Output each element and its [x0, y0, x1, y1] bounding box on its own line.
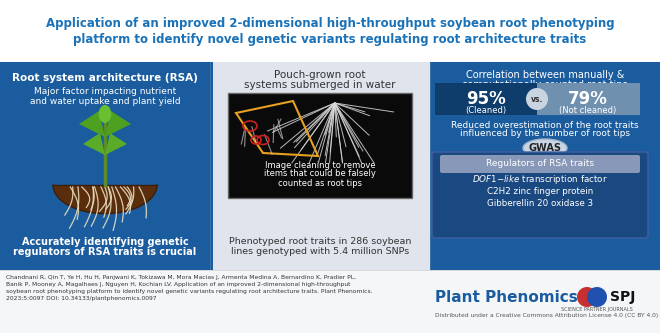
Text: Application of an improved 2-dimensional high-throughput soybean root phenotypin: Application of an improved 2-dimensional… [46, 17, 614, 30]
Ellipse shape [99, 105, 112, 123]
Text: Chandnani R, Qin T, Ye H, Hu H, Panjwani K, Tokizawa M, Mora Macias J, Armenta M: Chandnani R, Qin T, Ye H, Hu H, Panjwani… [6, 275, 356, 280]
Polygon shape [105, 133, 127, 155]
Text: Gibberellin 20 oxidase 3: Gibberellin 20 oxidase 3 [487, 199, 593, 208]
Text: 95%: 95% [466, 90, 506, 108]
Ellipse shape [523, 139, 567, 157]
Polygon shape [105, 111, 131, 137]
Text: items that could be falsely: items that could be falsely [264, 169, 376, 178]
Circle shape [526, 88, 548, 110]
FancyBboxPatch shape [537, 83, 640, 115]
Text: Root system architecture (RSA): Root system architecture (RSA) [12, 73, 198, 83]
FancyBboxPatch shape [228, 93, 412, 198]
Text: 2023;5:0097 DOI: 10.34133/plantphenomics.0097: 2023;5:0097 DOI: 10.34133/plantphenomics… [6, 296, 156, 301]
Text: and water uptake and plant yield: and water uptake and plant yield [30, 97, 180, 106]
Text: vs.: vs. [531, 95, 543, 104]
Text: Distributed under a Creative Commons Attribution License 4.0 (CC BY 4.0): Distributed under a Creative Commons Att… [435, 312, 658, 317]
Text: (Cleaned): (Cleaned) [465, 107, 507, 116]
Text: Pouch-grown root: Pouch-grown root [275, 70, 366, 80]
Text: Accurately identifying genetic: Accurately identifying genetic [22, 237, 188, 247]
Text: platform to identify novel genetic variants regulating root architecture traits: platform to identify novel genetic varia… [73, 33, 587, 46]
Text: Reduced overestimation of the root traits: Reduced overestimation of the root trait… [451, 121, 639, 130]
FancyBboxPatch shape [440, 155, 640, 173]
Text: lines genotyped with 5.4 million SNPs: lines genotyped with 5.4 million SNPs [231, 247, 409, 256]
Text: Plant Phenomics: Plant Phenomics [435, 289, 578, 304]
FancyBboxPatch shape [210, 62, 430, 270]
Text: counted as root tips: counted as root tips [278, 178, 362, 187]
FancyBboxPatch shape [0, 62, 660, 270]
Text: (Not cleaned): (Not cleaned) [560, 107, 616, 116]
Text: computationally counted root tips: computationally counted root tips [462, 80, 628, 90]
FancyBboxPatch shape [0, 270, 660, 333]
Text: soybean root phenotyping platform to identify novel genetic variants regulating : soybean root phenotyping platform to ide… [6, 289, 372, 294]
Circle shape [577, 287, 597, 307]
Text: Phenotyped root traits in 286 soybean: Phenotyped root traits in 286 soybean [229, 236, 411, 245]
Circle shape [587, 287, 607, 307]
Text: Image cleaning to remove: Image cleaning to remove [265, 161, 376, 169]
Text: SCIENCE PARTNER JOURNALS: SCIENCE PARTNER JOURNALS [561, 306, 633, 311]
Polygon shape [83, 133, 105, 155]
Text: regulators of RSA traits is crucial: regulators of RSA traits is crucial [13, 247, 197, 257]
Text: systems submerged in water: systems submerged in water [244, 80, 396, 90]
Text: influenced by the number of root tips: influenced by the number of root tips [460, 130, 630, 139]
Text: Regulators of RSA traits: Regulators of RSA traits [486, 160, 594, 168]
FancyBboxPatch shape [210, 62, 213, 270]
Polygon shape [79, 111, 105, 137]
FancyBboxPatch shape [0, 0, 660, 62]
Text: C2H2 zinc finger protein: C2H2 zinc finger protein [487, 187, 593, 196]
FancyBboxPatch shape [432, 152, 648, 238]
Text: Major factor impacting nutrient: Major factor impacting nutrient [34, 88, 176, 97]
Text: $\it{DOF1}$$\it{-like}$ transcription factor: $\it{DOF1}$$\it{-like}$ transcription fa… [472, 173, 608, 186]
Text: 79%: 79% [568, 90, 608, 108]
Text: Banik P, Mooney A, Magalhaes J, Nguyen H, Kochian LV. Application of an improved: Banik P, Mooney A, Magalhaes J, Nguyen H… [6, 282, 350, 287]
FancyBboxPatch shape [435, 83, 537, 115]
Text: SPJ: SPJ [610, 290, 636, 304]
Text: Correlation between manually &: Correlation between manually & [466, 70, 624, 80]
Text: GWAS: GWAS [529, 143, 562, 153]
